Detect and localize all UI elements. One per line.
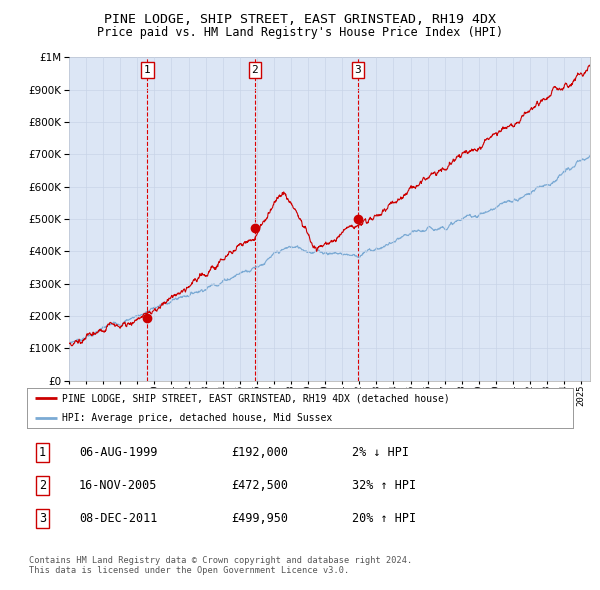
Text: 2: 2 [39,478,46,492]
Text: £472,500: £472,500 [232,478,289,492]
Text: 20% ↑ HPI: 20% ↑ HPI [352,512,416,525]
Text: 2: 2 [251,65,258,75]
Text: 3: 3 [39,512,46,525]
Text: 08-DEC-2011: 08-DEC-2011 [79,512,157,525]
Text: 3: 3 [355,65,361,75]
Text: 1: 1 [144,65,151,75]
Text: 16-NOV-2005: 16-NOV-2005 [79,478,157,492]
Text: Price paid vs. HM Land Registry's House Price Index (HPI): Price paid vs. HM Land Registry's House … [97,26,503,39]
Text: £192,000: £192,000 [232,445,289,459]
Text: PINE LODGE, SHIP STREET, EAST GRINSTEAD, RH19 4DX: PINE LODGE, SHIP STREET, EAST GRINSTEAD,… [104,13,496,26]
Text: Contains HM Land Registry data © Crown copyright and database right 2024.: Contains HM Land Registry data © Crown c… [29,556,412,565]
Text: 06-AUG-1999: 06-AUG-1999 [79,445,157,459]
Text: PINE LODGE, SHIP STREET, EAST GRINSTEAD, RH19 4DX (detached house): PINE LODGE, SHIP STREET, EAST GRINSTEAD,… [62,394,450,404]
Text: 1: 1 [39,445,46,459]
Text: 2% ↓ HPI: 2% ↓ HPI [352,445,409,459]
Text: HPI: Average price, detached house, Mid Sussex: HPI: Average price, detached house, Mid … [62,413,333,422]
Text: £499,950: £499,950 [232,512,289,525]
Text: 32% ↑ HPI: 32% ↑ HPI [352,478,416,492]
Text: This data is licensed under the Open Government Licence v3.0.: This data is licensed under the Open Gov… [29,566,349,575]
